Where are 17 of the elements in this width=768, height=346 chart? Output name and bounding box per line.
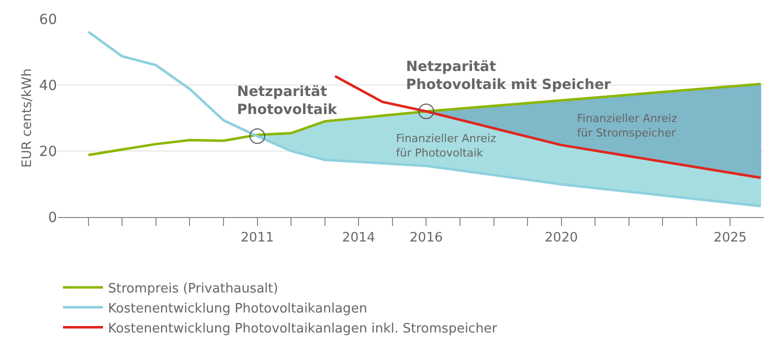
- legend-label: Strompreis (Privathausalt): [108, 281, 278, 296]
- x-tick-label: 2025: [714, 230, 747, 246]
- x-tick-label: 2020: [544, 230, 578, 246]
- y-tick-label: 0: [48, 210, 57, 226]
- legend-label: Kostenentwicklung Photovoltaikanlagen inkl. Stromspeicher: [108, 321, 498, 336]
- y-tick-label: 20: [39, 144, 57, 160]
- legend-label: Kostenentwicklung Photovoltaikanlagen: [108, 301, 368, 316]
- x-tick-label: 2014: [342, 230, 376, 246]
- x-tick-label: 2011: [240, 230, 274, 246]
- annotation: Netzparität Photovoltaik: [237, 84, 338, 118]
- annotation: Finanzieller Anreiz für Photovoltaik: [396, 132, 496, 160]
- x-tick-label: 2016: [410, 230, 443, 246]
- y-axis-title: EUR cents/kWh: [20, 68, 36, 168]
- y-tick-label: 60: [39, 12, 57, 28]
- annotation: Netzparität Photovoltaik mit Speicher: [406, 59, 611, 94]
- annotation: Finanzieller Anreiz für Stromspeicher: [577, 112, 678, 140]
- y-tick-label: 40: [39, 78, 57, 94]
